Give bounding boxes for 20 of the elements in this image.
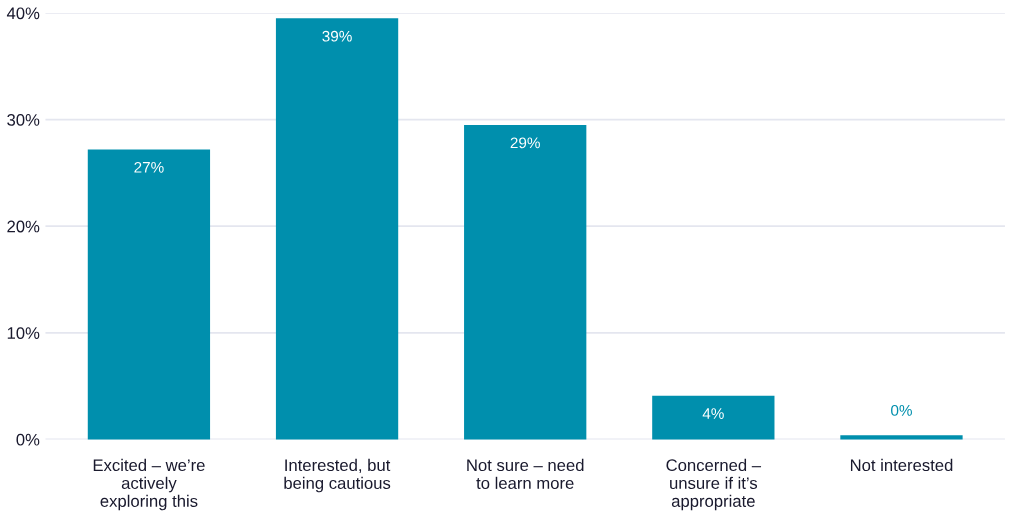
bar — [275, 18, 399, 440]
x-tick-label: Not interested — [850, 458, 953, 472]
data-label: 29% — [510, 137, 540, 149]
bar — [652, 395, 775, 440]
y-tick-label: 0% — [16, 433, 40, 446]
x-tick-label: Interested, but being cautious — [284, 458, 391, 493]
data-label: 27% — [134, 161, 164, 173]
x-tick-label: Not sure – need to learn more — [467, 458, 584, 490]
y-tick-label: 20% — [7, 220, 40, 233]
data-label: 39% — [322, 30, 352, 42]
y-tick-label: 40% — [6, 7, 40, 20]
x-tick-label: Excited – we’re actively exploring this — [93, 458, 205, 511]
bar — [87, 149, 211, 440]
data-label: 4% — [702, 408, 724, 419]
data-label: 0% — [891, 404, 912, 416]
x-tick-label: Concerned – unsure if it’s appropriate — [666, 458, 762, 511]
y-tick-label: 30% — [7, 114, 40, 126]
bar — [464, 124, 587, 440]
bar — [840, 435, 963, 440]
y-tick-label: 10% — [7, 327, 40, 339]
